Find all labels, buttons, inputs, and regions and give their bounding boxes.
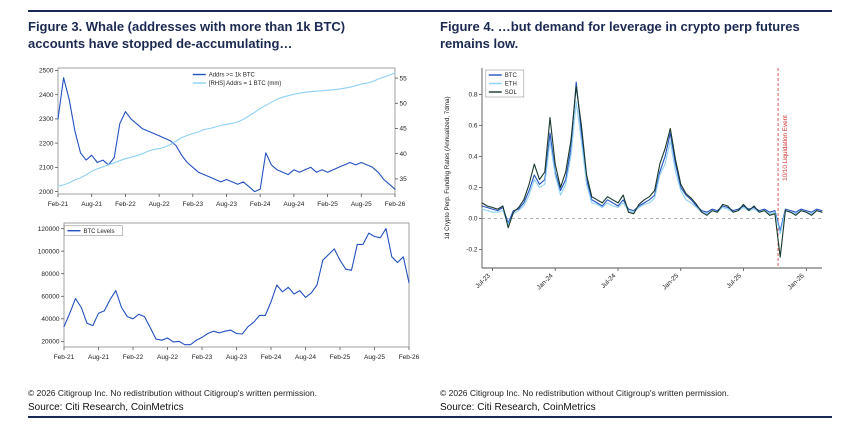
svg-text:Aug-24: Aug-24: [295, 354, 316, 361]
svg-text:2000: 2000: [39, 189, 54, 196]
svg-text:Feb-22: Feb-22: [123, 354, 144, 361]
svg-text:Jan-26: Jan-26: [787, 272, 806, 291]
funding-rates-chart-container: -0.2 0.0 0.2 0.4 0.6 0.8 Jul-23 Jan-24 Jul-24 Jan…: [440, 60, 832, 317]
svg-text:10/10 Liquidation Event: 10/10 Liquidation Event: [782, 115, 789, 181]
svg-text:0.8: 0.8: [468, 91, 477, 98]
svg-text:Aug-23: Aug-23: [216, 201, 237, 208]
figure3-footer: © 2026 Citigroup Inc. No redistribution …: [28, 384, 420, 413]
figure3-copyright: © 2026 Citigroup Inc. No redistribution …: [28, 388, 317, 398]
svg-text:Jul-24: Jul-24: [600, 272, 618, 290]
btc-levels-chart-container: 20000 40000 60000 80000 100000 120000 Feb-21 Au…: [28, 215, 420, 368]
figure3-title: Figure 3. Whale (addresses with more tha…: [28, 19, 346, 51]
figure4-copyright: © 2026 Citigroup Inc. No redistribution …: [440, 388, 729, 398]
svg-text:1d Crypto Perp. Funding Rates: 1d Crypto Perp. Funding Rates (Annualize…: [444, 96, 451, 239]
svg-text:Aug-24: Aug-24: [283, 201, 304, 208]
svg-text:[RHS] Addrs = 1 BTC (mm): [RHS] Addrs = 1 BTC (mm): [209, 81, 282, 87]
figure4-footer: © 2026 Citigroup Inc. No redistribution …: [440, 384, 832, 413]
svg-text:80000: 80000: [41, 271, 59, 278]
svg-text:Feb-22: Feb-22: [115, 201, 136, 208]
figure3-source: Source: Citi Research, CoinMetrics: [28, 402, 184, 413]
svg-text:2200: 2200: [39, 140, 54, 147]
whale-addresses-chart-container: 2000 2100 2200 2300 2400 2500 35 40 45 50 55 Feb-21…: [28, 60, 420, 215]
figure4-title: Figure 4. …but demand for leverage in cr…: [440, 19, 800, 51]
svg-text:35: 35: [400, 176, 408, 183]
svg-text:Aug-22: Aug-22: [157, 354, 178, 361]
svg-text:0.2: 0.2: [468, 184, 477, 191]
svg-text:20000: 20000: [41, 338, 59, 345]
svg-text:Feb-24: Feb-24: [250, 201, 271, 208]
btc-price-chart: 20000 40000 60000 80000 100000 120000 Feb-21 Au…: [38, 222, 420, 361]
svg-text:Jul-23: Jul-23: [474, 272, 492, 290]
figure3-panel: Figure 3. Whale (addresses with more tha…: [28, 19, 420, 413]
svg-text:Feb-23: Feb-23: [192, 354, 213, 361]
svg-text:Jan-25: Jan-25: [661, 272, 680, 291]
svg-text:Aug-21: Aug-21: [81, 201, 102, 208]
figure4-panel: Figure 4. …but demand for leverage in cr…: [440, 19, 832, 413]
whale-addresses-chart: 2000 2100 2200 2300 2400 2500 35 40 45 50 55 Feb-21…: [39, 67, 408, 208]
svg-text:BTC Levels: BTC Levels: [83, 229, 114, 235]
svg-text:55: 55: [400, 75, 408, 82]
svg-text:2500: 2500: [39, 67, 54, 74]
svg-text:SOL: SOL: [505, 90, 518, 96]
svg-text:Aug-23: Aug-23: [226, 354, 247, 361]
svg-text:60000: 60000: [41, 293, 59, 300]
svg-text:Aug-25: Aug-25: [351, 201, 372, 208]
svg-text:Feb-26: Feb-26: [385, 201, 406, 208]
svg-text:45: 45: [400, 125, 408, 132]
svg-text:Feb-21: Feb-21: [48, 201, 69, 208]
figure4-source: Source: Citi Research, CoinMetrics: [440, 402, 596, 413]
svg-text:0.4: 0.4: [468, 153, 477, 160]
svg-text:2300: 2300: [39, 116, 54, 123]
svg-text:Feb-23: Feb-23: [182, 201, 203, 208]
svg-text:Feb-24: Feb-24: [261, 354, 282, 361]
svg-text:Jan-24: Jan-24: [536, 272, 555, 291]
svg-text:40: 40: [400, 151, 408, 158]
svg-text:2100: 2100: [39, 164, 54, 171]
svg-text:50: 50: [400, 100, 408, 107]
svg-text:Feb-25: Feb-25: [317, 201, 338, 208]
svg-text:0.0: 0.0: [468, 215, 477, 222]
svg-text:Aug-22: Aug-22: [149, 201, 170, 208]
svg-text:0.6: 0.6: [468, 122, 477, 129]
figures-row: Figure 3. Whale (addresses with more tha…: [28, 19, 832, 413]
top-divider: [28, 10, 832, 12]
svg-text:BTC: BTC: [505, 73, 518, 79]
svg-text:Addrs >= 1k BTC: Addrs >= 1k BTC: [209, 73, 256, 79]
svg-text:Feb-21: Feb-21: [54, 354, 75, 361]
svg-text:2400: 2400: [39, 92, 54, 99]
bottom-divider: [28, 416, 832, 418]
svg-text:120000: 120000: [38, 226, 60, 233]
svg-text:Feb-26: Feb-26: [399, 354, 420, 361]
svg-text:100000: 100000: [38, 248, 60, 255]
svg-text:Aug-25: Aug-25: [364, 354, 385, 361]
svg-text:40000: 40000: [41, 316, 59, 323]
svg-text:Jul-25: Jul-25: [725, 272, 743, 290]
funding-rates-chart: -0.2 0.0 0.2 0.4 0.6 0.8 Jul-23 Jan-24 Jul-24 Jan…: [444, 67, 823, 291]
svg-text:-0.2: -0.2: [466, 246, 478, 253]
svg-text:Feb-25: Feb-25: [330, 354, 351, 361]
svg-text:ETH: ETH: [505, 81, 517, 87]
svg-text:Aug-21: Aug-21: [88, 354, 109, 361]
